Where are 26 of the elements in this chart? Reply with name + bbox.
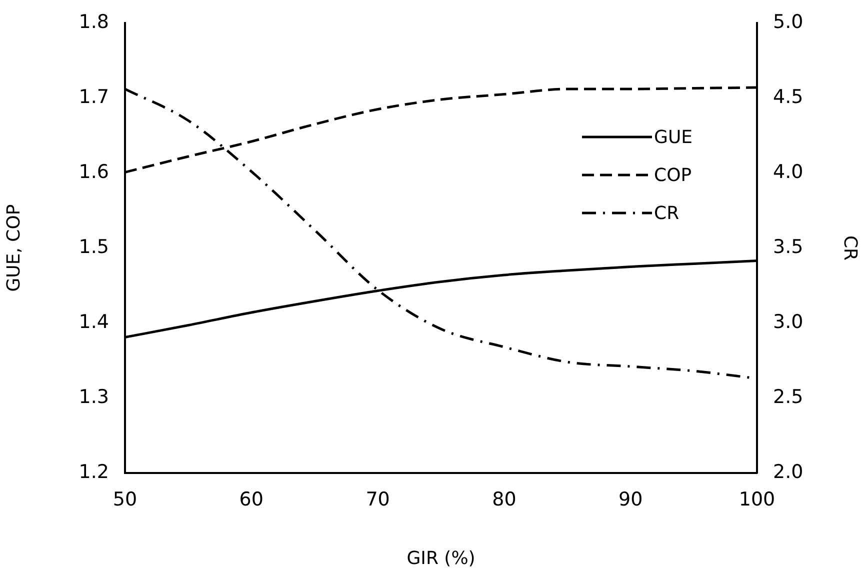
y-tick-label: 1.8: [78, 10, 109, 33]
legend-label: CR: [654, 202, 680, 224]
x-tick-label: 100: [738, 488, 776, 510]
y2-tick-label: 3.0: [773, 310, 804, 333]
x-tick-label: 60: [239, 488, 264, 510]
x-tick-label: 70: [366, 488, 390, 510]
y2-tick-label: 5.0: [773, 10, 804, 33]
legend-label: GUE: [654, 126, 692, 148]
y-tick-label: 1.4: [78, 310, 109, 333]
y2-tick-label: 2.0: [773, 460, 804, 483]
y-axis-title: GUE, COP: [3, 204, 24, 292]
x-tick-label: 80: [492, 488, 516, 510]
y-tick-label: 1.6: [78, 160, 109, 183]
y2-tick-label: 2.5: [773, 386, 804, 408]
y-tick-label: 1.5: [78, 236, 109, 258]
y2-axis-title: CR: [840, 235, 861, 261]
x-tick-label: 50: [112, 488, 138, 510]
y2-tick-label: 4.0: [773, 160, 804, 183]
legend-label: COP: [654, 164, 692, 186]
x-tick-label: 90: [618, 488, 643, 510]
y2-tick-label: 3.5: [773, 236, 804, 258]
x-axis-title: GIR (%): [406, 548, 476, 569]
y-tick-label: 1.3: [78, 386, 109, 408]
y2-tick-label: 4.5: [773, 86, 804, 108]
y-tick-label: 1.7: [78, 86, 109, 108]
y-tick-label: 1.2: [78, 460, 109, 483]
